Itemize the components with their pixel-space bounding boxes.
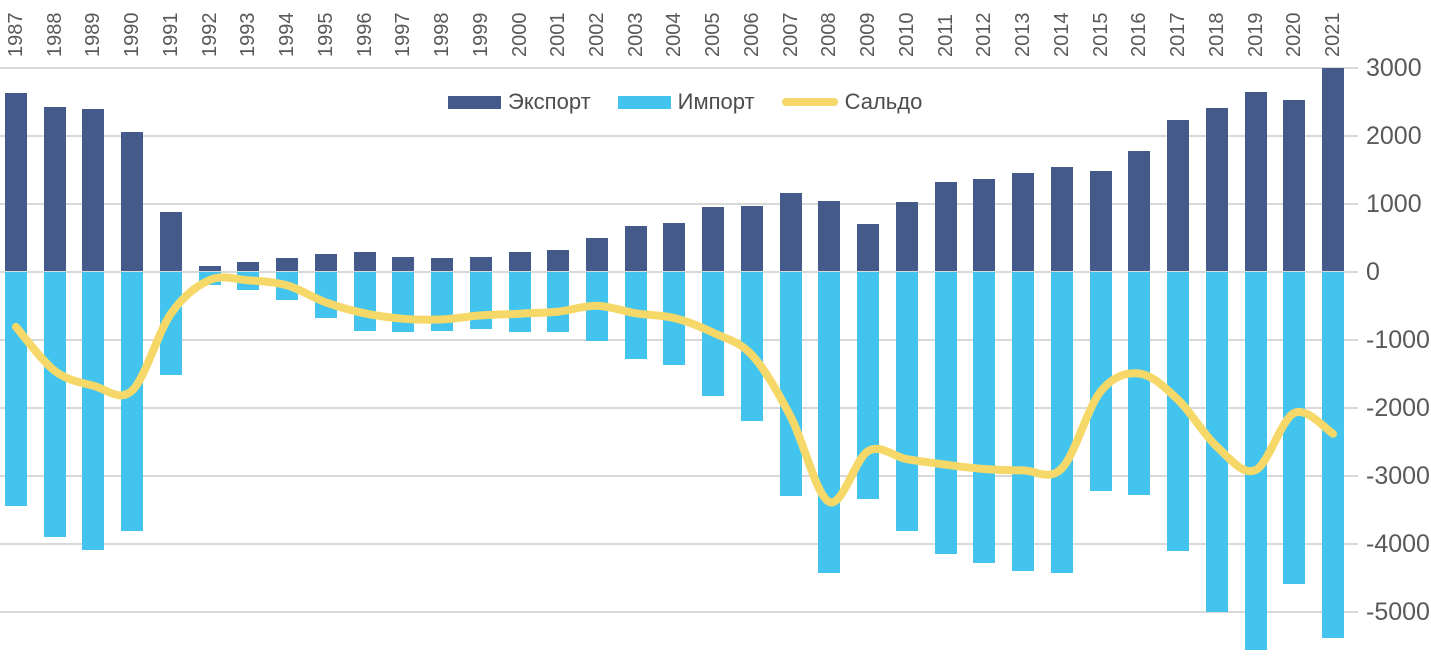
y-tick-0: 0 xyxy=(1366,257,1380,286)
legend: Экспорт Импорт Сальдо xyxy=(448,87,922,117)
export-bar-2006 xyxy=(740,205,763,272)
export-bar-1992 xyxy=(198,266,221,272)
export-bar-2013 xyxy=(1012,172,1035,272)
legend-label-saldo: Сальдо xyxy=(844,89,923,114)
export-bar-2016 xyxy=(1128,150,1151,272)
export-bar-2018 xyxy=(1205,108,1228,272)
export-bar-1993 xyxy=(237,262,260,272)
export-bar-2003 xyxy=(624,225,647,272)
export-bar-1999 xyxy=(469,256,492,272)
y-tick-3000: 3000 xyxy=(1366,53,1422,82)
gridline--5000 xyxy=(0,610,1358,613)
export-bar-1989 xyxy=(82,108,105,272)
export-bar-2004 xyxy=(663,222,686,272)
export-bar-2014 xyxy=(1050,167,1073,272)
export-bar-2001 xyxy=(547,250,570,272)
export-bar-2017 xyxy=(1167,119,1190,272)
export-bar-2009 xyxy=(857,223,880,272)
export-bar-2010 xyxy=(895,201,918,272)
gridline-2000 xyxy=(0,134,1358,137)
gridline--4000 xyxy=(0,542,1358,545)
export-bar-1998 xyxy=(431,257,454,272)
gridline-3000 xyxy=(0,66,1358,69)
y-tick-1000: 1000 xyxy=(1366,189,1422,218)
gridline-1000 xyxy=(0,202,1358,205)
export-bar-2008 xyxy=(818,200,841,272)
y-tick--4000: -4000 xyxy=(1366,529,1430,558)
import-swatch xyxy=(617,95,671,109)
export-bar-2015 xyxy=(1089,170,1112,272)
export-bar-2019 xyxy=(1244,92,1267,272)
export-bar-1990 xyxy=(121,131,144,272)
export-bar-2012 xyxy=(973,179,996,272)
export-bar-2011 xyxy=(934,181,957,272)
export-bar-1987 xyxy=(5,92,27,272)
saldo-swatch xyxy=(781,98,838,106)
y-tick-2000: 2000 xyxy=(1366,121,1422,150)
export-bar-2007 xyxy=(779,193,802,272)
legend-label-import: Импорт xyxy=(677,89,755,114)
export-bar-2005 xyxy=(702,206,725,272)
export-bar-1996 xyxy=(353,252,376,272)
legend-item-export: Экспорт xyxy=(448,89,591,115)
y-tick--1000: -1000 xyxy=(1366,325,1430,354)
export-bar-2020 xyxy=(1283,100,1306,272)
y-tick--5000: -5000 xyxy=(1366,597,1430,626)
export-bar-2002 xyxy=(586,238,609,272)
y-tick--2000: -2000 xyxy=(1366,393,1430,422)
export-bar-1997 xyxy=(392,256,415,272)
export-bar-2021 xyxy=(1321,68,1344,272)
legend-item-import: Импорт xyxy=(617,89,755,115)
export-bar-1988 xyxy=(43,106,66,272)
export-bar-1994 xyxy=(276,257,299,272)
export-bar-1991 xyxy=(159,211,182,272)
legend-item-saldo: Сальдо xyxy=(781,89,923,115)
export-swatch xyxy=(448,95,501,109)
export-bar-2000 xyxy=(508,252,531,272)
legend-label-export: Экспорт xyxy=(508,89,591,114)
export-bar-1995 xyxy=(314,254,337,272)
y-tick--3000: -3000 xyxy=(1366,461,1430,490)
